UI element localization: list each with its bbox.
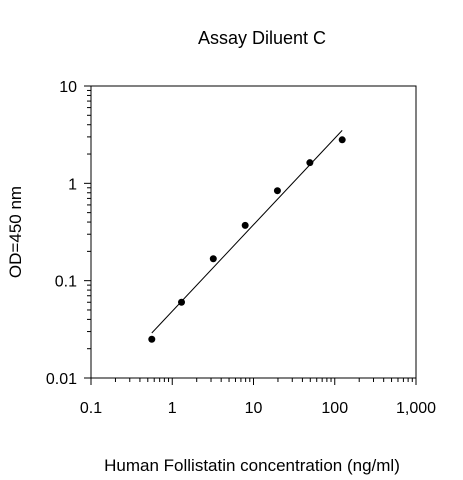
- data-point: [209, 255, 217, 263]
- data-point: [306, 159, 314, 167]
- x-axis-title: Human Follistatin concentration (ng/ml): [104, 456, 400, 475]
- data-point: [338, 136, 346, 144]
- y-tick-label: 0.01: [46, 371, 77, 388]
- data-points: [148, 136, 346, 343]
- data-point: [178, 298, 186, 306]
- x-tick-label: 0.1: [80, 400, 102, 417]
- data-point: [273, 187, 281, 195]
- data-point: [241, 221, 249, 229]
- y-tick-label: 10: [59, 79, 77, 96]
- y-tick-label: 1: [68, 176, 77, 193]
- x-axis: 0.1 1 10 100 1,000: [80, 378, 436, 417]
- y-axis: 0.01 0.1 1 10: [46, 79, 91, 388]
- chart-title: Assay Diluent C: [198, 28, 326, 48]
- x-tick-label: 1: [168, 400, 177, 417]
- x-tick-label: 1,000: [396, 400, 436, 417]
- y-tick-label: 0.1: [55, 274, 77, 291]
- plot-frame: [90, 85, 417, 379]
- data-point: [148, 335, 156, 343]
- x-tick-label: 100: [321, 400, 348, 417]
- x-tick-label: 10: [245, 400, 263, 417]
- y-axis-title: OD=450 nm: [6, 186, 25, 278]
